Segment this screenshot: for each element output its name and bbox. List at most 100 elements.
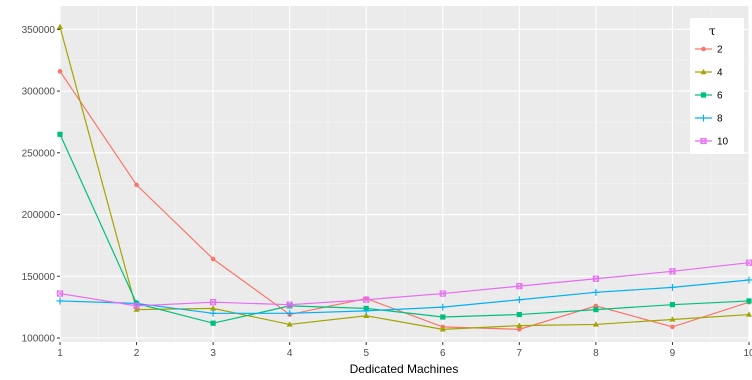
series-8	[56, 276, 752, 317]
grid-lines	[59, 6, 750, 342]
x-tick-label: 9	[670, 348, 676, 359]
marker-triangle	[133, 306, 140, 312]
legend-item-4: 4	[695, 68, 723, 79]
marker-cross	[700, 114, 707, 122]
marker-box	[56, 290, 64, 297]
data-point	[286, 309, 294, 317]
series-4	[57, 23, 752, 332]
data-point	[670, 324, 675, 330]
legend-item-2: 2	[695, 45, 723, 56]
marker-box-x	[133, 302, 140, 309]
x-tick-label: 3	[210, 348, 216, 359]
data-point	[363, 312, 370, 318]
data-point	[362, 307, 370, 315]
data-point	[133, 302, 140, 309]
data-point	[593, 307, 599, 313]
marker-square	[700, 92, 707, 98]
legend-label: 8	[717, 114, 723, 125]
marker-square	[593, 307, 599, 313]
x-tick-label: 8	[593, 348, 599, 359]
data-point	[439, 326, 446, 332]
legend-label: 10	[717, 137, 729, 148]
marker-triangle	[57, 23, 63, 30]
legend-label: 2	[717, 45, 723, 56]
marker-circle	[57, 69, 63, 74]
marker-box-x	[592, 275, 599, 282]
marker-triangle	[210, 305, 217, 311]
marker-cross	[592, 288, 600, 296]
data-point	[592, 288, 600, 296]
data-point	[746, 298, 752, 304]
legend-title: τ	[709, 24, 716, 38]
marker-cross	[362, 307, 370, 315]
legend-item-6: 6	[695, 91, 723, 102]
legend-label: 6	[717, 91, 723, 102]
legend-key-marker	[700, 114, 707, 122]
y-tick-label: 100000	[22, 334, 56, 345]
y-tick-label: 350000	[22, 25, 56, 36]
data-point	[668, 283, 676, 291]
data-point	[746, 311, 752, 317]
legend-key-marker	[700, 68, 707, 75]
data-point	[516, 311, 522, 318]
data-point	[439, 290, 446, 297]
data-point	[669, 268, 676, 275]
axis-ticks: 100000 150000 200000 250000 300000 350000 1 2 3 4…	[22, 25, 752, 359]
data-point	[669, 302, 676, 308]
series-line	[59, 262, 750, 307]
data-point	[133, 306, 140, 312]
marker-triangle	[592, 321, 599, 327]
data-point	[286, 321, 293, 327]
data-point	[287, 303, 293, 309]
legend-items: 2 4 6 8 10	[695, 45, 729, 148]
x-tick-label: 4	[287, 348, 293, 359]
marker-circle	[134, 182, 139, 188]
data-point	[515, 296, 523, 304]
data-point	[669, 316, 676, 322]
data-point	[517, 327, 522, 332]
y-tick-label: 200000	[22, 210, 56, 221]
marker-cross	[439, 303, 447, 311]
legend-background	[690, 18, 744, 154]
data-point	[592, 275, 599, 282]
series-line	[59, 134, 750, 324]
series-lines	[56, 23, 752, 332]
x-tick-label: 7	[517, 348, 523, 359]
legend-key-marker	[700, 92, 707, 98]
data-point	[210, 305, 217, 311]
marker-cross	[209, 309, 217, 317]
marker-triangle	[669, 316, 676, 322]
data-point	[210, 299, 217, 306]
data-point	[57, 69, 63, 74]
marker-box	[210, 299, 217, 306]
series-line	[59, 279, 750, 314]
marker-square	[57, 131, 63, 137]
data-point	[745, 276, 752, 284]
data-point	[57, 23, 63, 30]
marker-box-x	[439, 290, 446, 297]
marker-box	[516, 283, 523, 290]
marker-square	[210, 320, 216, 326]
data-point	[210, 320, 216, 326]
marker-cross	[668, 283, 676, 291]
legend-label: 4	[717, 68, 723, 79]
marker-circle	[210, 256, 216, 262]
marker-square	[287, 303, 293, 309]
x-tick-label: 2	[134, 348, 140, 359]
marker-triangle	[286, 321, 293, 327]
marker-box	[592, 275, 599, 282]
marker-square	[669, 302, 676, 308]
marker-box-x	[516, 283, 523, 290]
marker-box	[669, 268, 676, 275]
data-point	[592, 321, 599, 327]
series-10	[56, 259, 752, 309]
marker-triangle	[700, 68, 707, 75]
marker-cross	[286, 309, 294, 317]
marker-triangle	[439, 326, 446, 332]
data-point	[439, 303, 447, 311]
y-tick-label: 300000	[22, 87, 56, 98]
marker-cross	[745, 276, 752, 284]
marker-triangle	[363, 312, 370, 318]
marker-triangle	[516, 322, 523, 328]
